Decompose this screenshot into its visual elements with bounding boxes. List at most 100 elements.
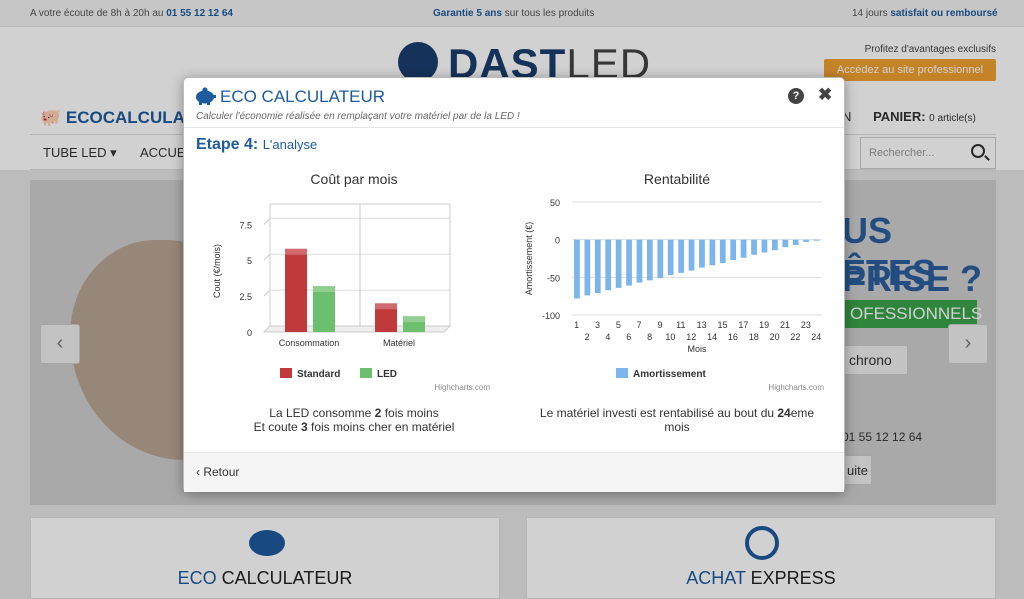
chart-credit: Highcharts.com <box>434 383 490 392</box>
top-info-bar: A votre écoute de 8h à 20h au 01 55 12 1… <box>0 0 1024 27</box>
summary-right: Le matériel investi est rentabilisé au b… <box>539 406 815 434</box>
menu-tube-led[interactable]: TUBE LED ▾ <box>43 145 117 160</box>
bar-amortissement <box>678 239 684 273</box>
legend-swatch <box>360 368 372 378</box>
contact-text: A votre écoute de 8h à 20h au 01 55 12 1… <box>30 8 233 19</box>
gridline-diag <box>263 253 271 261</box>
bar-amortissement <box>626 239 632 286</box>
modal-title: ECO CALCULATEUR <box>220 87 385 106</box>
x-tick-label: 24 <box>811 332 821 342</box>
x-tick-label: 15 <box>718 320 728 330</box>
x-tick-label: 10 <box>665 332 675 342</box>
search-input[interactable]: Rechercher... <box>860 137 996 169</box>
x-tick-label: 17 <box>738 320 748 330</box>
x-tick-label: 20 <box>770 332 780 342</box>
bar-amortissement <box>636 239 643 283</box>
bar-amortissement <box>709 239 716 266</box>
chrono-button[interactable]: chrono <box>842 345 908 375</box>
y-axis-label: Amortissement (€) <box>524 222 534 296</box>
y-tick-label: 0 <box>555 236 560 246</box>
y-tick-label: 50 <box>550 198 560 208</box>
pro-site-button[interactable]: Accédez au site professionnel <box>824 59 996 81</box>
x-tick-label: 23 <box>801 320 811 330</box>
x-tick-label: 22 <box>790 332 800 342</box>
nav-ecocalculateur[interactable]: 🐖 ECOCALCULATE <box>40 108 206 127</box>
chart-title: Rentabilité <box>644 171 710 187</box>
card-achat-express[interactable]: ACHAT EXPRESS <box>526 517 996 599</box>
bar-led <box>313 286 335 332</box>
bar-top <box>403 316 425 323</box>
chart-title: Coût par mois <box>310 171 397 187</box>
bar-amortissement <box>657 239 664 279</box>
bar-amortissement <box>761 239 768 253</box>
x-tick-label: 21 <box>780 320 790 330</box>
y-tick-label: 2.5 <box>239 292 252 302</box>
bar-amortissement <box>751 239 757 255</box>
hero-title-1: US ÊTES <box>842 210 937 293</box>
bar-amortissement <box>730 239 737 261</box>
x-tick-label: 12 <box>686 332 696 342</box>
piggy-bank-icon <box>196 87 216 105</box>
chart-credit: Highcharts.com <box>768 383 824 392</box>
bar-amortissement <box>782 239 789 248</box>
legend-swatch <box>280 368 292 378</box>
x-tick-label: 13 <box>697 320 707 330</box>
x-tick-label: 4 <box>605 332 610 342</box>
modal-subtitle: Calculer l'économie réalisée en remplaça… <box>196 111 520 122</box>
eco-calculator-modal: ECO CALCULATEUR Calculer l'économie réal… <box>183 77 845 492</box>
clock-icon <box>745 526 779 560</box>
y-tick-label: 7.5 <box>239 220 252 230</box>
search-icon[interactable] <box>971 144 985 158</box>
x-tick-label: 7 <box>637 320 642 330</box>
carousel-next-icon[interactable]: › <box>948 324 988 364</box>
bar-amortissement <box>584 239 591 296</box>
x-tick-label: 2 <box>585 332 590 342</box>
bar-amortissement <box>740 239 747 258</box>
legend-swatch <box>616 368 628 378</box>
gridline-diag <box>263 289 271 297</box>
back-button[interactable]: ‹ Retour <box>196 465 240 479</box>
close-icon[interactable]: ✖ <box>818 85 833 104</box>
help-icon[interactable]: ? <box>788 88 804 104</box>
y-tick-label: 0 <box>247 328 252 338</box>
contact-phone[interactable]: 01 55 12 12 64 <box>166 8 233 19</box>
x-tick-label: 8 <box>647 332 652 342</box>
summary-left: La LED consomme 2 fois moins Et coute 3 … <box>253 406 455 434</box>
x-tick-label: 9 <box>658 320 663 330</box>
refund-text: 14 jours satisfait ou remboursé <box>852 8 998 19</box>
menu-accueil[interactable]: ACCUEI <box>140 145 190 160</box>
x-tick-label: 5 <box>616 320 621 330</box>
bar-amortissement <box>719 239 726 264</box>
bar-amortissement <box>688 239 695 271</box>
bar-led <box>403 316 425 332</box>
x-tick-label: 1 <box>574 320 579 330</box>
y-axis-label: Cout (€/mois) <box>212 244 222 298</box>
x-axis-label: Mois <box>687 344 707 354</box>
legend-label: LED <box>377 369 397 380</box>
x-tick-label: 6 <box>626 332 631 342</box>
legend-label: Amortissement <box>633 369 706 380</box>
step-title: Etape 4: L'analyse <box>196 136 318 153</box>
carousel-prev-icon[interactable]: ‹ <box>40 324 80 364</box>
legend-label: Standard <box>297 369 340 380</box>
bar-amortissement <box>594 239 601 294</box>
hero-title-2: PRISE ? <box>842 258 983 299</box>
guarantee-text: Garantie 5 ans sur tous les produits <box>433 8 595 19</box>
x-tick-label: 16 <box>728 332 738 342</box>
x-tick-label: 19 <box>759 320 769 330</box>
bar-amortissement <box>699 239 705 268</box>
bar-amortissement <box>615 239 622 288</box>
x-tick-label: 3 <box>595 320 600 330</box>
bar-top <box>285 248 307 255</box>
modal-header: ECO CALCULATEUR Calculer l'économie réal… <box>184 78 844 128</box>
nav-cart[interactable]: N PANIER: 0 article(s) <box>842 109 976 124</box>
pro-advantages-text: Profitez d'avantages exclusifs <box>864 44 996 55</box>
x-tick-label: Matériel <box>383 338 415 348</box>
bar-amortissement <box>574 239 580 299</box>
bar-standard <box>375 303 397 332</box>
bar-amortissement <box>792 239 799 245</box>
chart-cout-par-mois: Coût par mois 0 2.5 5 7.5 Cout (€/mois) Consom… <box>212 171 490 392</box>
gridline-diag <box>263 217 271 225</box>
y-tick-label: 5 <box>247 256 252 266</box>
